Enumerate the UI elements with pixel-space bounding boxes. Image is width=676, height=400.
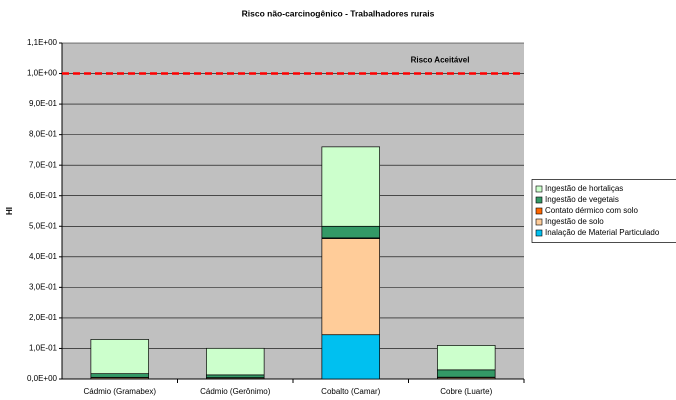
bar-segment (321, 334, 380, 380)
y-tick-label: 4,0E-01 (29, 252, 58, 261)
bar-segment (321, 225, 380, 239)
legend-swatch (535, 207, 543, 215)
legend-label: Inalação de Material Particulado (545, 228, 660, 237)
y-tick-label: 1,1E+00 (27, 38, 58, 47)
x-tick-label: Cádmio (Gramabex) (84, 387, 157, 396)
y-tick-label: 9,0E-01 (29, 99, 58, 108)
reference-label: Risco Aceitável (411, 56, 470, 65)
y-tick-label: 1,0E-01 (29, 344, 58, 353)
y-tick-label: 0,0E+00 (27, 374, 58, 383)
legend-label: Contato dérmico com solo (545, 206, 638, 215)
bar-segment (321, 238, 380, 336)
bar-segment (437, 369, 496, 378)
y-tick-label: 8,0E-01 (29, 130, 58, 139)
y-tick-label: 6,0E-01 (29, 191, 58, 200)
y-tick-label: 2,0E-01 (29, 313, 58, 322)
legend-label: Ingestão de solo (545, 217, 604, 226)
legend-swatch (535, 196, 543, 204)
chart-title: Risco não-carcinogênico - Trabalhadores … (242, 8, 435, 18)
bar-segment (321, 146, 380, 227)
bar-segment (90, 373, 149, 378)
x-tick-label: Cobre (Luarte) (440, 387, 492, 396)
legend-swatch (535, 218, 543, 226)
bar-segment (437, 345, 496, 371)
y-tick-label: 3,0E-01 (29, 282, 58, 291)
legend-label: Ingestão de vegetais (545, 195, 619, 204)
x-tick-label: Cobalto (Camar) (321, 387, 380, 396)
y-tick-label: 1,0E+00 (27, 69, 58, 78)
bar-segment (206, 347, 265, 376)
y-axis-label: HI (5, 207, 14, 215)
x-tick-label: Cádmio (Gerônimo) (200, 387, 271, 396)
y-tick-label: 5,0E-01 (29, 221, 58, 230)
legend-label: Ingestão de hortaliças (545, 184, 623, 193)
bar-segment (206, 374, 265, 378)
y-tick-label: 7,0E-01 (29, 160, 58, 169)
legend-swatch (535, 185, 543, 193)
plot-area (62, 43, 524, 379)
legend-box (531, 179, 676, 243)
bar-segment (90, 339, 149, 375)
legend-swatch (535, 229, 543, 237)
